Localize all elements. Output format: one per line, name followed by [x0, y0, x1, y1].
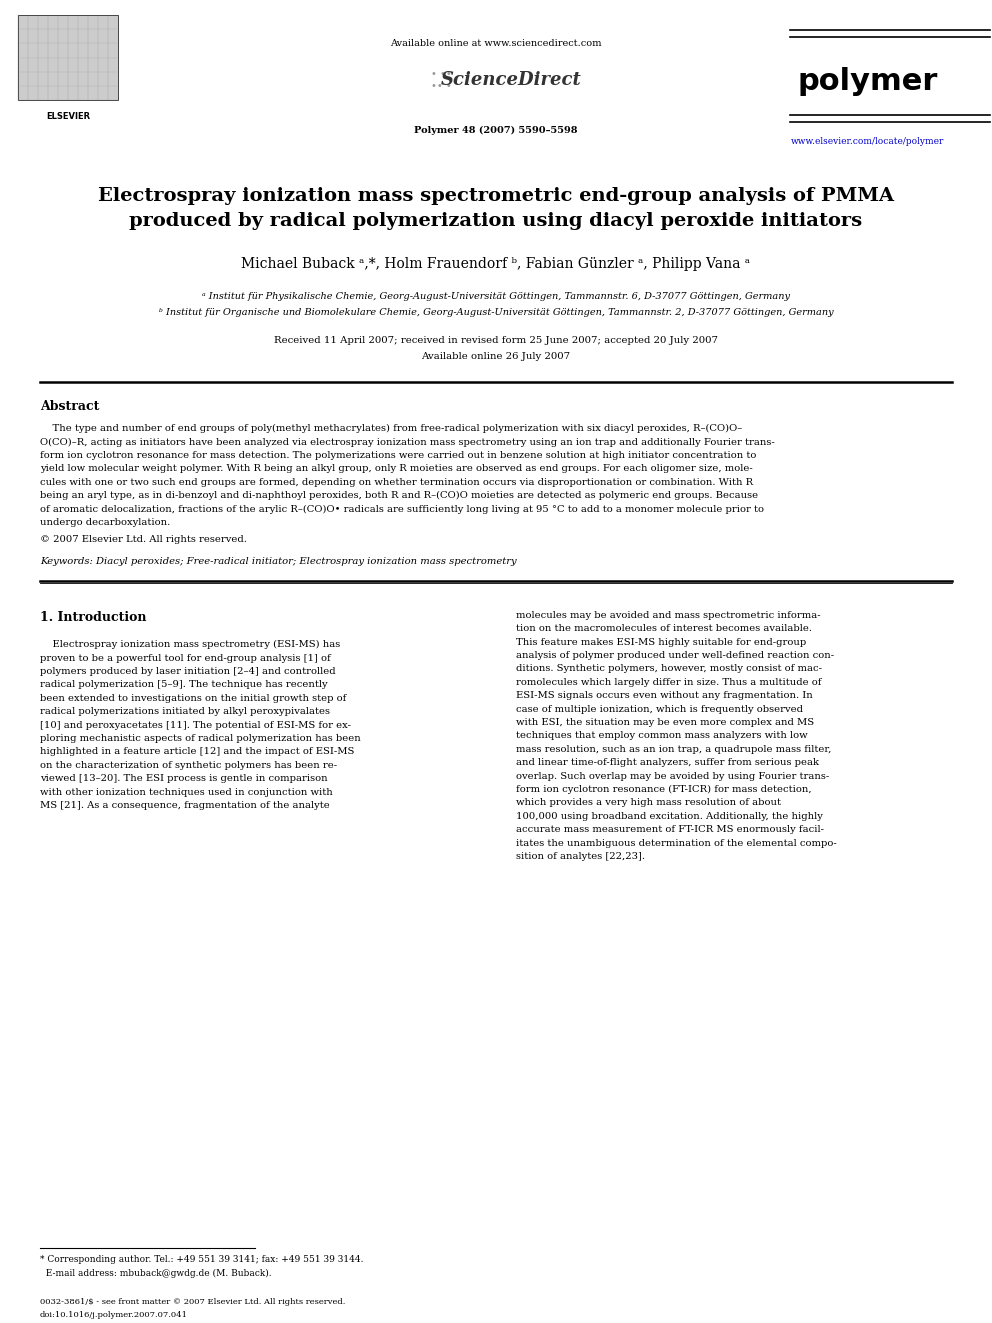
Text: mass resolution, such as an ion trap, a quadrupole mass filter,: mass resolution, such as an ion trap, a … — [516, 745, 831, 754]
Text: ESI-MS signals occurs even without any fragmentation. In: ESI-MS signals occurs even without any f… — [516, 691, 812, 700]
Text: tion on the macromolecules of interest becomes available.: tion on the macromolecules of interest b… — [516, 624, 812, 634]
Text: undergo decarboxylation.: undergo decarboxylation. — [40, 517, 171, 527]
Text: Available online at www.sciencedirect.com: Available online at www.sciencedirect.co… — [390, 40, 602, 49]
Text: 1. Introduction: 1. Introduction — [40, 611, 147, 623]
FancyBboxPatch shape — [18, 15, 118, 101]
Text: ploring mechanistic aspects of radical polymerization has been: ploring mechanistic aspects of radical p… — [40, 734, 361, 744]
Text: polymers produced by laser initiation [2–4] and controlled: polymers produced by laser initiation [2… — [40, 667, 335, 676]
Text: accurate mass measurement of FT-ICR MS enormously facil-: accurate mass measurement of FT-ICR MS e… — [516, 826, 824, 835]
Text: radical polymerization [5–9]. The technique has recently: radical polymerization [5–9]. The techni… — [40, 680, 327, 689]
Text: Electrospray ionization mass spectrometry (ESI-MS) has: Electrospray ionization mass spectrometr… — [40, 640, 340, 650]
Text: ᵇ Institut für Organische und Biomolekulare Chemie, Georg-August-Universität Göt: ᵇ Institut für Organische und Biomolekul… — [159, 308, 833, 318]
Text: Available online 26 July 2007: Available online 26 July 2007 — [422, 352, 570, 361]
Text: radical polymerizations initiated by alkyl peroxypivalates: radical polymerizations initiated by alk… — [40, 708, 330, 716]
Text: been extended to investigations on the initial growth step of: been extended to investigations on the i… — [40, 693, 346, 703]
Text: ELSEVIER: ELSEVIER — [46, 112, 90, 120]
Text: form ion cyclotron resonance for mass detection. The polymerizations were carrie: form ion cyclotron resonance for mass de… — [40, 451, 756, 460]
Text: Electrospray ionization mass spectrometric end-group analysis of PMMA: Electrospray ionization mass spectrometr… — [98, 187, 894, 205]
Text: on the characterization of synthetic polymers has been re-: on the characterization of synthetic pol… — [40, 761, 337, 770]
Text: 0032-3861/$ - see front matter © 2007 Elsevier Ltd. All rights reserved.: 0032-3861/$ - see front matter © 2007 El… — [40, 1298, 345, 1306]
Text: highlighted in a feature article [12] and the impact of ESI-MS: highlighted in a feature article [12] an… — [40, 747, 354, 757]
Text: which provides a very high mass resolution of about: which provides a very high mass resoluti… — [516, 798, 781, 807]
Text: case of multiple ionization, which is frequently observed: case of multiple ionization, which is fr… — [516, 705, 803, 713]
Text: Michael Buback ᵃ,*, Holm Frauendorf ᵇ, Fabian Günzler ᵃ, Philipp Vana ᵃ: Michael Buback ᵃ,*, Holm Frauendorf ᵇ, F… — [241, 257, 751, 271]
Text: and linear time-of-flight analyzers, suffer from serious peak: and linear time-of-flight analyzers, suf… — [516, 758, 819, 767]
Text: Received 11 April 2007; received in revised form 25 June 2007; accepted 20 July : Received 11 April 2007; received in revi… — [274, 336, 718, 345]
Text: Polymer 48 (2007) 5590–5598: Polymer 48 (2007) 5590–5598 — [415, 126, 577, 135]
Text: Keywords: Diacyl peroxides; Free-radical initiator; Electrospray ionization mass: Keywords: Diacyl peroxides; Free-radical… — [40, 557, 517, 566]
Text: romolecules which largely differ in size. Thus a multitude of: romolecules which largely differ in size… — [516, 677, 821, 687]
Text: overlap. Such overlap may be avoided by using Fourier trans-: overlap. Such overlap may be avoided by … — [516, 771, 829, 781]
Text: • ••
•• •: • •• •• • — [431, 69, 451, 91]
Text: being an aryl type, as in di-benzoyl and di-naphthoyl peroxides, both R and R–(C: being an aryl type, as in di-benzoyl and… — [40, 491, 758, 500]
Text: with ESI, the situation may be even more complex and MS: with ESI, the situation may be even more… — [516, 718, 814, 726]
Text: www.elsevier.com/locate/polymer: www.elsevier.com/locate/polymer — [792, 138, 944, 147]
Text: MS [21]. As a consequence, fragmentation of the analyte: MS [21]. As a consequence, fragmentation… — [40, 800, 329, 810]
Text: Abstract: Abstract — [40, 400, 99, 413]
Text: ScienceDirect: ScienceDirect — [440, 71, 581, 89]
Text: E-mail address: mbuback@gwdg.de (M. Buback).: E-mail address: mbuback@gwdg.de (M. Buba… — [40, 1269, 272, 1278]
Text: with other ionization techniques used in conjunction with: with other ionization techniques used in… — [40, 787, 332, 796]
Text: [10] and peroxyacetates [11]. The potential of ESI-MS for ex-: [10] and peroxyacetates [11]. The potent… — [40, 721, 351, 730]
Text: molecules may be avoided and mass spectrometric informa-: molecules may be avoided and mass spectr… — [516, 611, 820, 619]
Text: proven to be a powerful tool for end-group analysis [1] of: proven to be a powerful tool for end-gro… — [40, 654, 330, 663]
Text: © 2007 Elsevier Ltd. All rights reserved.: © 2007 Elsevier Ltd. All rights reserved… — [40, 536, 247, 544]
Text: itates the unambiguous determination of the elemental compo-: itates the unambiguous determination of … — [516, 839, 836, 848]
Text: 100,000 using broadband excitation. Additionally, the highly: 100,000 using broadband excitation. Addi… — [516, 812, 823, 820]
Text: ᵃ Institut für Physikalische Chemie, Georg-August-Universität Göttingen, Tammann: ᵃ Institut für Physikalische Chemie, Geo… — [202, 292, 790, 302]
Text: The type and number of end groups of poly(methyl methacrylates) from free-radica: The type and number of end groups of pol… — [40, 423, 742, 433]
Text: polymer: polymer — [798, 67, 938, 97]
Text: This feature makes ESI-MS highly suitable for end-group: This feature makes ESI-MS highly suitabl… — [516, 638, 806, 647]
Text: form ion cyclotron resonance (FT-ICR) for mass detection,: form ion cyclotron resonance (FT-ICR) fo… — [516, 785, 811, 794]
Text: viewed [13–20]. The ESI process is gentle in comparison: viewed [13–20]. The ESI process is gentl… — [40, 774, 327, 783]
Text: sition of analytes [22,23].: sition of analytes [22,23]. — [516, 852, 645, 861]
Text: of aromatic delocalization, fractions of the arylic R–(CO)O• radicals are suffic: of aromatic delocalization, fractions of… — [40, 504, 764, 513]
Text: analysis of polymer produced under well-defined reaction con-: analysis of polymer produced under well-… — [516, 651, 834, 660]
Text: ditions. Synthetic polymers, however, mostly consist of mac-: ditions. Synthetic polymers, however, mo… — [516, 664, 822, 673]
Text: O(CO)–R, acting as initiators have been analyzed via electrospray ionization mas: O(CO)–R, acting as initiators have been … — [40, 438, 775, 447]
Text: cules with one or two such end groups are formed, depending on whether terminati: cules with one or two such end groups ar… — [40, 478, 753, 487]
Text: techniques that employ common mass analyzers with low: techniques that employ common mass analy… — [516, 732, 807, 741]
Text: * Corresponding author. Tel.: +49 551 39 3141; fax: +49 551 39 3144.: * Corresponding author. Tel.: +49 551 39… — [40, 1256, 363, 1263]
Text: yield low molecular weight polymer. With R being an alkyl group, only R moieties: yield low molecular weight polymer. With… — [40, 464, 753, 474]
Text: produced by radical polymerization using diacyl peroxide initiators: produced by radical polymerization using… — [129, 212, 863, 230]
Text: doi:10.1016/j.polymer.2007.07.041: doi:10.1016/j.polymer.2007.07.041 — [40, 1311, 188, 1319]
